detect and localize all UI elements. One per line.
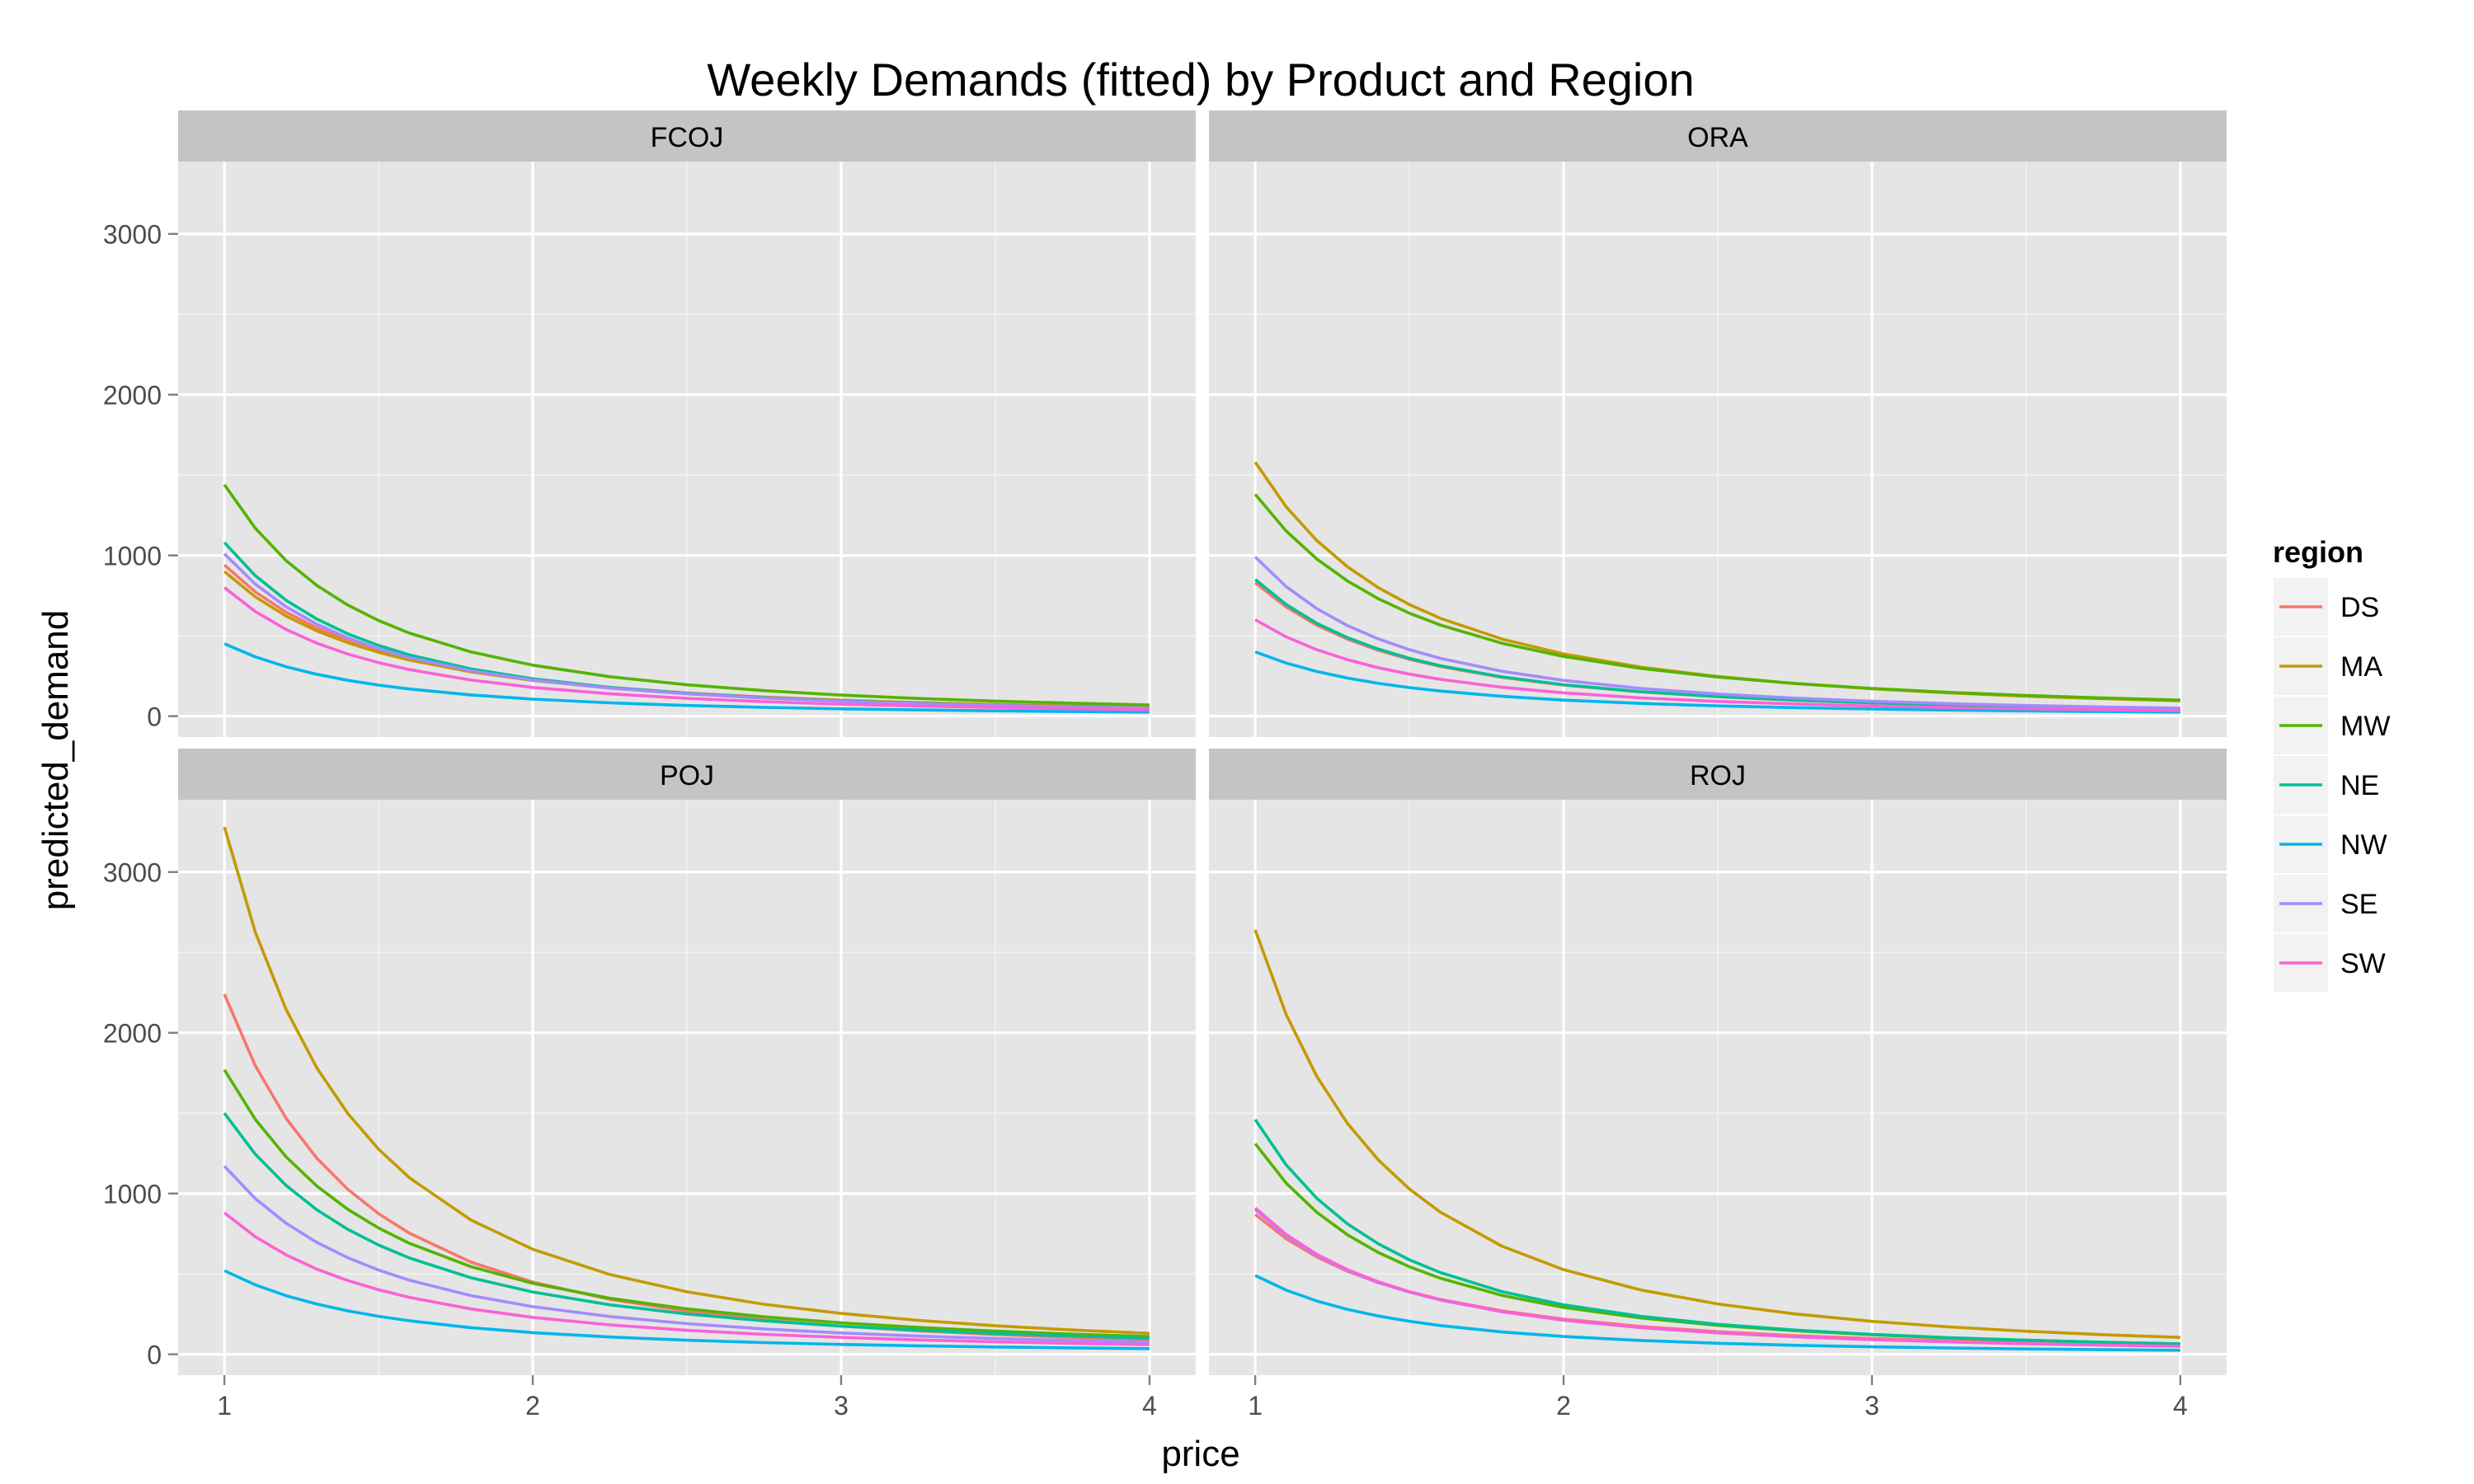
legend-item-mw: MW (2272, 695, 2390, 756)
series-line-ne (1253, 1118, 2180, 1345)
legend-item-ne: NE (2272, 754, 2379, 815)
x-tick-label: 4 (1142, 1391, 1157, 1421)
series-line-sw (223, 586, 1150, 711)
legend-title: region (2273, 535, 2363, 569)
series-line-nw (223, 642, 1150, 714)
facet-fcoj: FCOJ 0 1000 2000 3000 (103, 110, 1196, 737)
x-tick-label: 1 (217, 1391, 232, 1421)
legend-label: DS (2340, 592, 2379, 623)
facet-strip-label: POJ (660, 760, 714, 791)
series-line-ma (1253, 929, 2180, 1339)
legend-label: NE (2340, 770, 2379, 801)
x-tick-label: 2 (1556, 1391, 1571, 1421)
legend-label: SE (2340, 889, 2378, 920)
y-tick-label: 1000 (103, 542, 162, 571)
facet-strip-label: ROJ (1690, 760, 1746, 791)
x-tick-label: 2 (525, 1391, 540, 1421)
y-tick-label: 0 (147, 702, 162, 732)
series-line-sw (1253, 1206, 2180, 1348)
legend-item-sw: SW (2272, 932, 2386, 993)
y-tick-label: 0 (147, 1341, 162, 1370)
legend-label: SW (2340, 948, 2386, 979)
series-line-sw (1254, 618, 2180, 712)
panels-group: FCOJ 0 1000 2000 3000 ORA POJ 0 1000 2000 3000 1 2 3 4… (103, 110, 2227, 1421)
series-line-mw (223, 1068, 1150, 1338)
legend-label: MA (2340, 651, 2382, 683)
series-line-ma (223, 826, 1150, 1336)
legend-label: NW (2340, 829, 2387, 861)
facet-poj: POJ 0 1000 2000 3000 1 2 3 4 (103, 749, 1196, 1421)
y-axis-label: predicted_demand (35, 610, 76, 910)
x-tick-label: 1 (1248, 1391, 1263, 1421)
facet-strip-label: ORA (1687, 122, 1748, 153)
series-line-ne (223, 1112, 1150, 1340)
x-tick-label: 3 (834, 1391, 849, 1421)
legend-item-ds: DS (2272, 576, 2379, 637)
facet-strip (178, 749, 1196, 800)
facet-strip-label: FCOJ (651, 122, 724, 153)
series-line-nw (1254, 1274, 2180, 1352)
chart-title: Weekly Demands (fitted) by Product and R… (707, 54, 1694, 106)
y-tick-label: 1000 (103, 1180, 162, 1209)
legend-label: MW (2340, 711, 2390, 742)
y-tick-label: 3000 (103, 220, 162, 250)
x-axis-label: price (1161, 1434, 1239, 1474)
series-line-mw (1253, 493, 2180, 702)
series-line-sw (223, 1211, 1150, 1346)
facet-strip (1209, 110, 2227, 162)
series-line-nw (223, 1269, 1150, 1350)
facet-strip (1209, 749, 2227, 800)
series-line-se (223, 552, 1150, 710)
facet-roj: ROJ 1 2 3 4 (1209, 749, 2227, 1421)
series-line-se (1253, 556, 2180, 710)
legend: region DS MA MW NE NW SE SW (2272, 535, 2390, 993)
y-tick-label: 2000 (103, 1019, 162, 1049)
facet-ora: ORA (1209, 110, 2227, 737)
facet-strip (178, 110, 1196, 162)
series-line-se (223, 1165, 1150, 1344)
y-tick-label: 2000 (103, 381, 162, 411)
y-tick-label: 3000 (103, 858, 162, 888)
legend-item-ma: MA (2272, 636, 2382, 697)
series-line-mw (223, 483, 1150, 707)
legend-item-nw: NW (2272, 814, 2387, 875)
x-tick-label: 3 (1865, 1391, 1879, 1421)
x-tick-label: 4 (2173, 1391, 2188, 1421)
series-line-nw (1254, 650, 2180, 714)
legend-item-se: SE (2272, 873, 2378, 934)
